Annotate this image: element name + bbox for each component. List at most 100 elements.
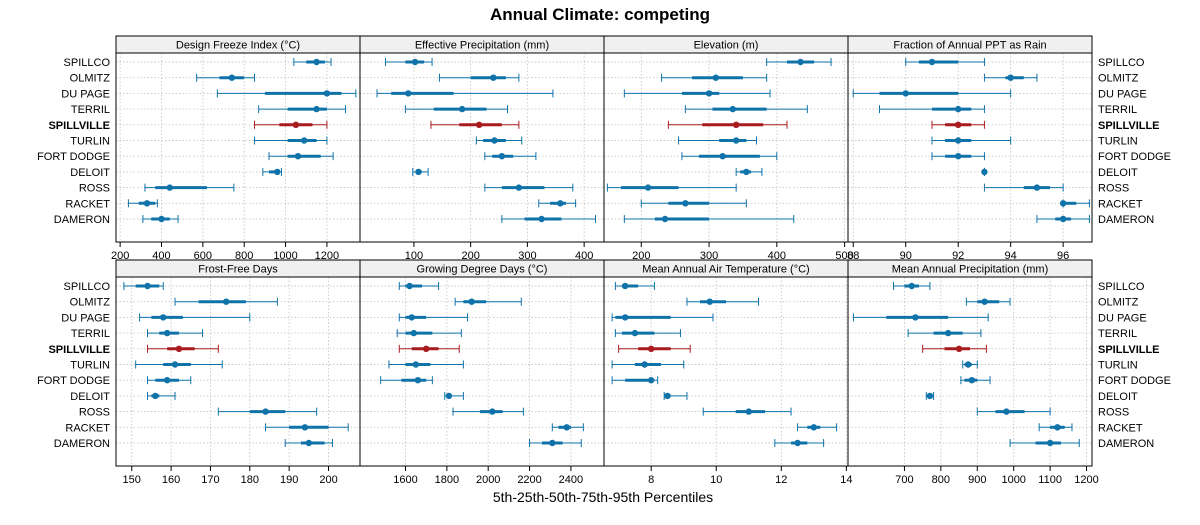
panel-elevation-m: Elevation (m) 200 300 400 500 xyxy=(603,35,854,262)
median-point xyxy=(955,345,963,352)
x-tick-label: 10 xyxy=(710,474,722,486)
panel-border xyxy=(115,52,361,243)
percentile-mark-fort-dodge xyxy=(268,152,334,161)
x-tick-label: 900 xyxy=(968,474,986,486)
median-point xyxy=(406,282,413,290)
median-point xyxy=(563,424,570,431)
percentile-mark-ross xyxy=(702,407,792,416)
x-tick-label: 300 xyxy=(518,250,536,262)
percentile-mark-fort-dodge xyxy=(681,152,778,161)
median-point xyxy=(981,168,988,176)
site-label-spillville: SPILLVILLE xyxy=(1098,344,1160,356)
percentile-mark-spillco xyxy=(614,282,655,290)
percentile-mark-dameron xyxy=(529,439,582,447)
median-point xyxy=(682,200,689,207)
percentile-mark-deloit xyxy=(735,167,763,176)
percentile-mark-fort-dodge xyxy=(611,376,659,385)
percentile-mark-olmitz xyxy=(438,73,520,82)
site-label-ross: ROSS xyxy=(79,183,110,195)
panel-title: Elevation (m) xyxy=(694,40,759,52)
percentile-mark-terril xyxy=(146,329,204,338)
x-tick-label: 150 xyxy=(123,474,141,486)
x-tick-label: 1200 xyxy=(1074,474,1098,486)
site-label-fort-dodge: FORT DODGE xyxy=(37,375,110,387)
panel-title: Effective Precipitation (mm) xyxy=(415,40,549,52)
median-point xyxy=(411,58,419,66)
percentile-mark-deloit xyxy=(262,167,282,176)
percentile-mark-racket xyxy=(1038,423,1073,432)
percentile-mark-ross xyxy=(983,183,1064,192)
median-point xyxy=(1059,200,1067,207)
x-tick-label: 88 xyxy=(847,250,859,262)
median-point xyxy=(732,137,740,144)
x-tick-label: 94 xyxy=(1005,250,1017,262)
panel-border xyxy=(359,276,605,467)
site-label-terril: TERRIL xyxy=(71,104,110,116)
percentile-mark-deloit xyxy=(981,167,988,176)
site-label-racket: RACKET xyxy=(65,422,110,434)
site-label-terril: TERRIL xyxy=(71,328,110,340)
median-point xyxy=(944,329,952,337)
median-point xyxy=(228,74,235,81)
median-point xyxy=(621,314,629,321)
site-label-ross: ROSS xyxy=(79,407,110,419)
x-tick-label: 2000 xyxy=(476,474,500,486)
median-point xyxy=(305,439,313,447)
site-label-spillco: SPILLCO xyxy=(1098,57,1145,69)
site-label-fort-dodge: FORT DODGE xyxy=(1098,151,1171,163)
site-label-dameron: DAMERON xyxy=(54,214,110,226)
percentile-mark-spillco xyxy=(123,282,164,290)
x-tick-label: 400 xyxy=(152,250,170,262)
panel-design-freeze-index-c: Design Freeze Index (°C) 200 400 600 800 1000… xyxy=(111,35,361,262)
median-point xyxy=(1003,408,1010,415)
panel-mean-annual-air-temperature-c: Mean Annual Air Temperature (°C) 8 10 12 14 xyxy=(603,259,852,486)
percentile-mark-olmitz xyxy=(983,73,1038,82)
percentile-mark-spillville xyxy=(254,120,328,129)
panel-title: Growing Degree Days (°C) xyxy=(417,264,548,276)
x-tick-label: 200 xyxy=(111,250,129,262)
median-point xyxy=(1033,184,1041,191)
x-tick-label: 14 xyxy=(840,474,852,486)
panel-border xyxy=(115,276,361,467)
site-label-du-page: DU PAGE xyxy=(61,312,110,324)
median-point xyxy=(491,137,498,144)
median-point xyxy=(664,392,671,400)
median-point xyxy=(414,377,422,384)
x-tick-label: 200 xyxy=(461,250,479,262)
percentile-mark-dameron xyxy=(1036,215,1090,223)
median-point xyxy=(166,184,173,191)
panel-title: Fraction of Annual PPT as Rain xyxy=(893,40,1046,52)
percentile-mark-racket xyxy=(551,423,584,432)
x-tick-label: 190 xyxy=(280,474,298,486)
median-point xyxy=(405,90,412,97)
x-tick-label: 180 xyxy=(241,474,259,486)
median-point xyxy=(641,361,648,368)
percentile-mark-ross xyxy=(606,183,737,192)
x-tick-label: 700 xyxy=(895,474,913,486)
median-point xyxy=(954,153,962,160)
percentile-mark-spillville xyxy=(667,120,788,129)
median-point xyxy=(458,105,466,113)
median-point xyxy=(538,215,545,223)
percentile-mark-terril xyxy=(614,329,681,338)
x-tick-label: 800 xyxy=(235,250,253,262)
percentile-mark-fort-dodge xyxy=(146,376,192,385)
x-tick-label: 8 xyxy=(648,474,654,486)
percentile-mark-du-page xyxy=(376,89,554,98)
percentile-mark-turlin xyxy=(931,136,1012,145)
median-point xyxy=(301,424,309,431)
right-site-labels: SPILLCO OLMITZ DU PAGE TERRIL SPILLVILLE TURL… xyxy=(1098,57,1171,450)
site-label-olmitz: OLMITZ xyxy=(70,73,111,85)
median-point xyxy=(549,439,556,447)
percentile-mark-du-page xyxy=(398,313,469,322)
percentile-mark-deloit xyxy=(925,391,935,400)
median-point xyxy=(410,329,417,337)
panel-grid: Design Freeze Index (°C) 200 400 600 800 1000… xyxy=(111,35,1099,486)
percentile-mark-spillville xyxy=(146,344,219,353)
percentile-mark-dameron xyxy=(1009,439,1080,447)
percentile-mark-terril xyxy=(396,329,462,338)
percentile-mark-ross xyxy=(144,183,235,192)
percentile-mark-spillville xyxy=(931,120,985,129)
percentile-mark-turlin xyxy=(254,136,328,145)
